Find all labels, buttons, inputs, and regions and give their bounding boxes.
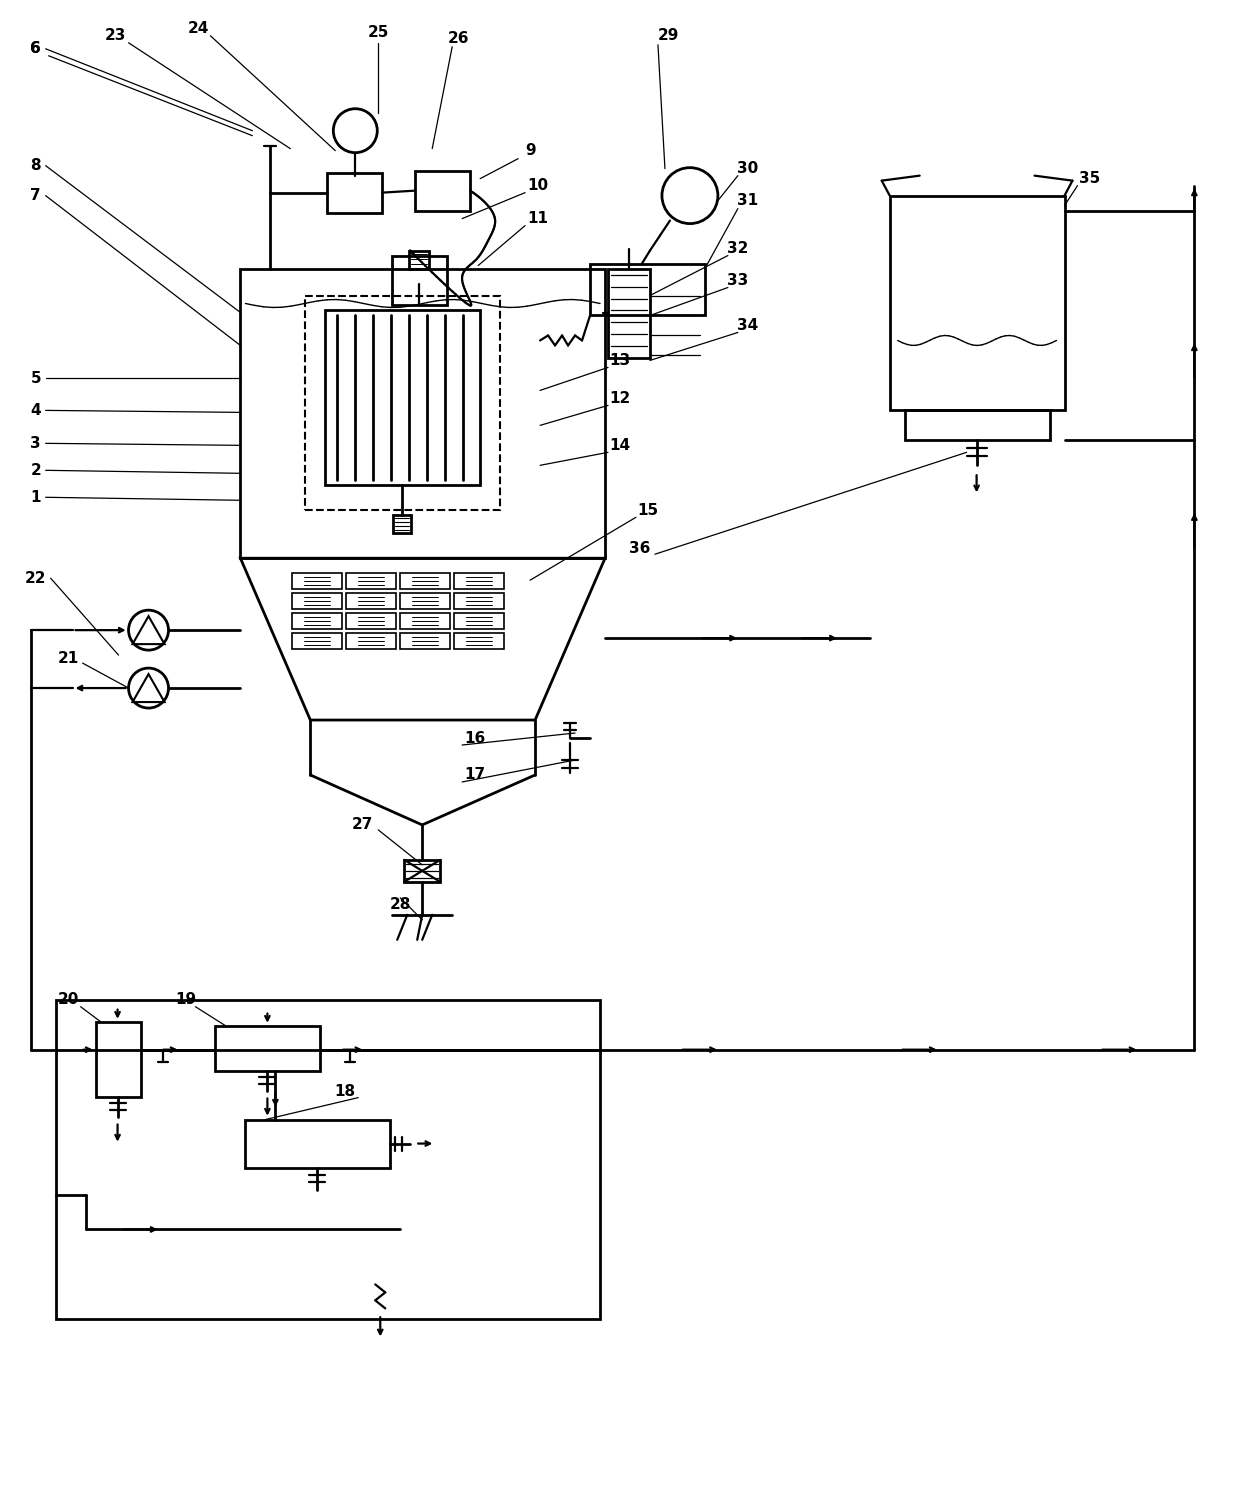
Bar (305, 296, 500, 510)
Bar (327, 173, 382, 213)
Bar (409, 251, 429, 269)
Text: 7: 7 (30, 188, 41, 203)
Text: 16: 16 (465, 731, 486, 746)
Bar (401, 612, 450, 629)
Text: 6: 6 (30, 42, 41, 56)
Bar (454, 633, 505, 648)
Text: 27: 27 (352, 818, 373, 833)
Text: 4: 4 (30, 402, 41, 417)
Text: 1: 1 (31, 489, 41, 504)
Bar (293, 633, 342, 648)
Text: 35: 35 (1079, 171, 1100, 186)
Text: 33: 33 (727, 273, 749, 288)
Bar (95, 1022, 140, 1097)
Text: 36: 36 (629, 540, 651, 555)
Bar (216, 1025, 320, 1070)
Text: 19: 19 (175, 992, 196, 1007)
Bar (246, 1120, 391, 1168)
Text: 29: 29 (657, 29, 678, 44)
Text: 8: 8 (30, 158, 41, 173)
Bar (392, 255, 448, 306)
Bar (454, 593, 505, 609)
Text: 28: 28 (389, 898, 410, 913)
Text: 14: 14 (609, 438, 631, 453)
Bar (401, 633, 450, 648)
Bar (401, 573, 450, 590)
Bar (346, 612, 397, 629)
Text: 26: 26 (448, 32, 469, 47)
Text: 24: 24 (187, 21, 210, 36)
Text: 9: 9 (525, 143, 536, 158)
Text: 22: 22 (25, 570, 46, 585)
Bar (346, 573, 397, 590)
Text: 11: 11 (527, 212, 548, 227)
Bar (56, 1000, 600, 1319)
Text: 13: 13 (609, 353, 631, 368)
Text: 21: 21 (58, 650, 79, 665)
Text: 20: 20 (58, 992, 79, 1007)
Bar (293, 573, 342, 590)
Text: 32: 32 (727, 242, 749, 257)
Bar (404, 860, 440, 883)
Bar (454, 573, 505, 590)
Bar (608, 269, 650, 359)
Text: 6: 6 (30, 42, 41, 56)
Text: 18: 18 (335, 1084, 356, 1099)
Bar (590, 264, 704, 315)
Bar (241, 269, 605, 558)
Text: 25: 25 (367, 26, 389, 41)
Bar (905, 410, 1049, 440)
Text: 5: 5 (30, 371, 41, 386)
Text: 23: 23 (105, 29, 126, 44)
Text: 17: 17 (465, 767, 486, 782)
Bar (454, 612, 505, 629)
Text: 15: 15 (637, 503, 658, 518)
Bar (325, 311, 480, 485)
Bar (415, 171, 470, 210)
Text: 10: 10 (527, 179, 548, 194)
Bar (293, 612, 342, 629)
Text: 31: 31 (738, 194, 759, 209)
Text: 3: 3 (30, 435, 41, 450)
Bar (401, 593, 450, 609)
Bar (346, 593, 397, 609)
Text: 12: 12 (609, 390, 631, 405)
Bar (293, 593, 342, 609)
Bar (393, 515, 412, 533)
Text: 34: 34 (738, 318, 759, 333)
Bar (346, 633, 397, 648)
Text: 2: 2 (30, 462, 41, 477)
Text: 30: 30 (738, 161, 759, 176)
Bar (889, 195, 1064, 410)
